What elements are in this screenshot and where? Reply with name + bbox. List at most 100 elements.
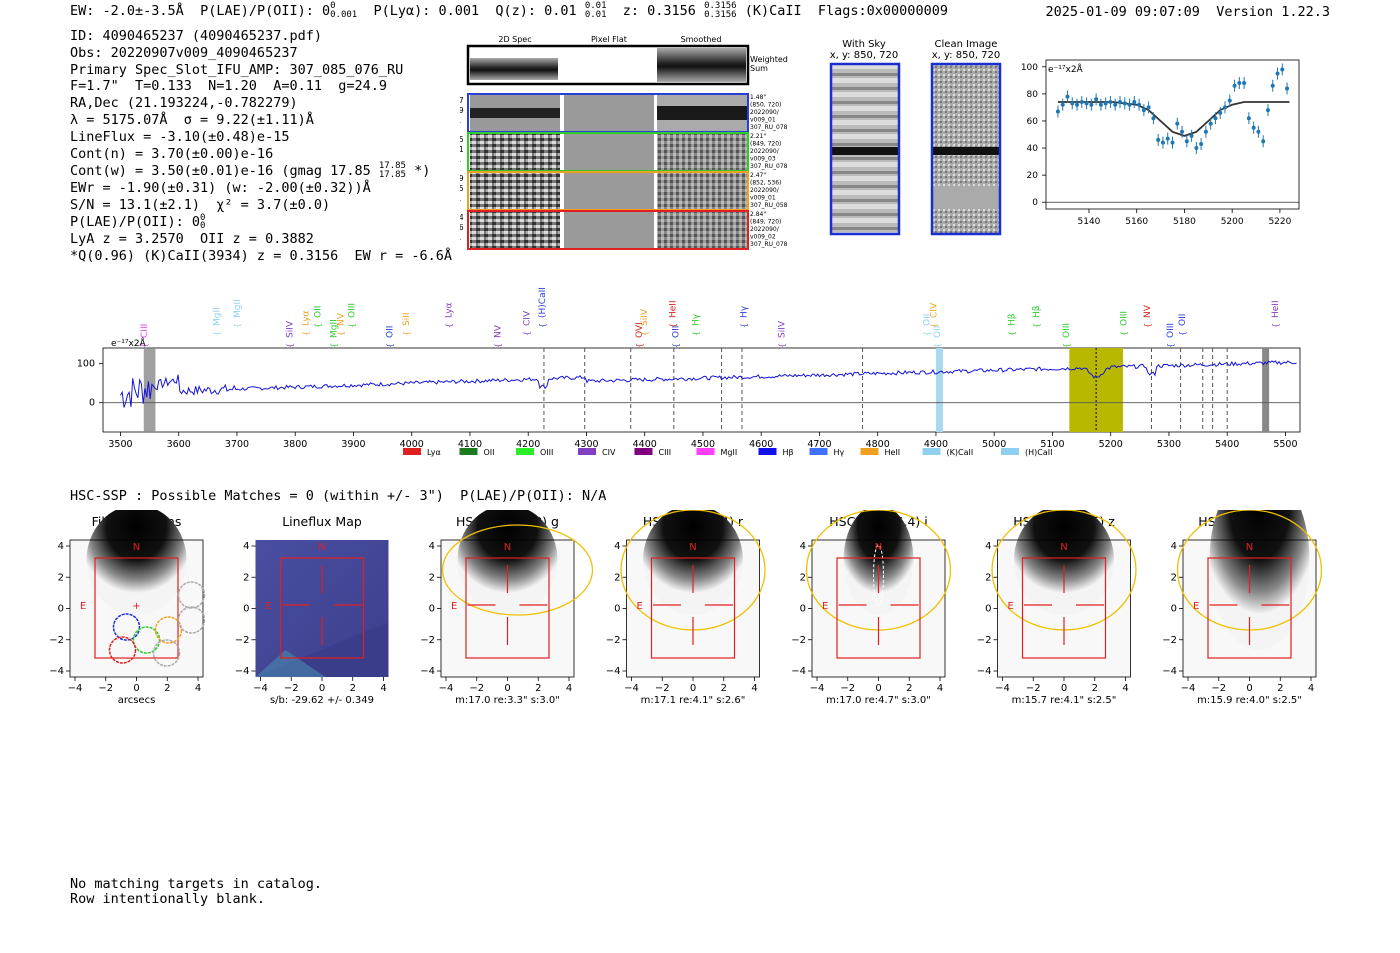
hsc-panel-xlabel: s/b: -29.62 +/- 0.349 <box>270 695 374 706</box>
line-id-label: SiIV { <box>640 308 650 336</box>
line-id-brace: { <box>930 323 939 328</box>
sum-label: Sum <box>750 64 768 73</box>
cutout-right-label: 307_RU_078 <box>750 241 788 248</box>
cutout-2dspec <box>470 211 560 249</box>
line-id-text: OVI <box>635 322 645 338</box>
cutout-smoothed <box>657 133 747 171</box>
cutout-right-label: 1.48" <box>750 94 766 101</box>
line-id-text: HeII <box>1271 300 1281 318</box>
hsc-source-blob <box>457 510 558 615</box>
cutout-right-label: v009_03 <box>750 156 776 163</box>
hsc-panels: Fiber Positions+NE−4−4−2−2002244arcsecsL… <box>50 510 1323 706</box>
with-sky-coord: x, y: 850, 720 <box>830 50 899 61</box>
zoom-data-point <box>1089 102 1094 107</box>
header-line: EW: -2.0±-3.5Å P(LAE)/P(OII): 0 0 0.001 P(… <box>70 2 948 20</box>
hsc-x-tick-label: −4 <box>439 683 454 694</box>
line-id-label: Hβ { <box>1008 313 1018 336</box>
legend-swatch <box>1001 448 1019 455</box>
line-id-brace: { <box>1062 343 1071 348</box>
line-id-text: MgII <box>213 307 223 326</box>
info-sn: S/N = 13.1(±2.1) χ² = 3.7(±0.0) <box>70 197 331 214</box>
hsc-search-box <box>279 557 365 659</box>
zoom-data-point <box>1065 94 1070 99</box>
hsc-fiber-ellipse <box>873 544 884 606</box>
full-x-tick-label: 5300 <box>1157 439 1181 450</box>
hsc-y-tick-label: −4 <box>420 666 435 677</box>
line-id-label: CIII { <box>140 324 150 348</box>
cutout-2dspec <box>470 133 560 171</box>
cutout-right-label: (849, 720) <box>750 219 781 226</box>
line-id-text: NV <box>1143 304 1153 318</box>
cutout-left-label: 2.16 <box>460 223 464 232</box>
line-id-text: NV <box>493 324 503 338</box>
line-id-label: OIII { <box>348 303 358 328</box>
hsc-x-tick-label: −2 <box>840 683 855 694</box>
line-id-brace: { <box>1032 323 1041 328</box>
full-x-tick-label: 4900 <box>924 439 948 450</box>
legend-item: (K)CaII <box>922 448 973 457</box>
cutout-left-label: 0.15 <box>460 135 464 144</box>
line-id-label: MgII { <box>233 299 243 328</box>
legend-item: Hβ <box>758 448 794 457</box>
lineflux-map-feature <box>255 650 326 677</box>
hsc-north-label: N <box>318 542 325 553</box>
zoom-data-point <box>1165 136 1170 141</box>
hsc-north-label: N <box>689 542 696 553</box>
hsc-y-tick-label: −2 <box>977 635 992 646</box>
hsc-panel-xlabel: m:15.9 re:4.0" s:2.5" <box>1197 695 1302 706</box>
line-id-text: Lyα <box>302 310 312 326</box>
info-radec: RA,Dec (21.193224,-0.782279) <box>70 95 298 112</box>
info-lya: LyA z = 3.2570 OII z = 0.3882 <box>70 230 314 247</box>
fiber-circle <box>108 636 137 664</box>
zoom-x-tick-label: 5140 <box>1078 217 1101 227</box>
legend-item: OII <box>459 448 495 457</box>
full-x-tick-label: 3900 <box>341 439 365 450</box>
cutout-smoothed-band <box>657 106 747 120</box>
hsc-x-tick-label: −4 <box>253 683 268 694</box>
hsc-east-label: E <box>80 601 86 612</box>
line-id-text: OII <box>672 326 682 338</box>
legend-item: CIV <box>578 448 616 457</box>
hsc-panel-xlabel: m:17.0 re:3.3" s:3.0" <box>455 695 560 706</box>
cutout-left-label: 391 <box>460 194 462 203</box>
line-id-text: SiII <box>402 312 412 326</box>
line-id-brace: { <box>302 331 311 336</box>
line-id-brace: { <box>1271 323 1280 328</box>
line-id-label: NV { <box>337 312 347 336</box>
full-x-tick-label: 5400 <box>1215 439 1239 450</box>
line-id-label: NV { <box>493 324 503 348</box>
hsc-y-tick-label: −4 <box>977 666 992 677</box>
cutout-left-label: 371 <box>460 233 462 242</box>
legend-swatch <box>860 448 879 455</box>
hsc-x-tick-label: −2 <box>284 683 299 694</box>
hsc-x-tick-label: −2 <box>1211 683 1226 694</box>
line-id-brace: { <box>923 331 932 336</box>
zoom-data-point <box>1170 140 1175 145</box>
line-id-text: (H)CaII <box>538 287 548 318</box>
zoom-y-tick-label: 20 <box>1027 171 1039 181</box>
hsc-y-tick-label: 4 <box>1171 541 1177 552</box>
hsc-x-tick-label: 2 <box>906 683 912 694</box>
with-sky-image <box>829 62 901 236</box>
zoom-data-point <box>1108 99 1113 104</box>
info-id: ID: 4090465237 (4090465237.pdf) <box>70 28 322 44</box>
legend-label: OIII <box>540 448 553 457</box>
line-id-label: OIII { <box>1062 323 1072 348</box>
zoom-data-point <box>1223 105 1228 110</box>
full-spectrum-chart: CIII{MgII{MgII{SiIV{Lyα{OII{MgII{NV{OIII… <box>77 287 1301 457</box>
hsc-x-tick-label: 0 <box>504 683 510 694</box>
zoom-data-point <box>1180 129 1185 134</box>
version: Version 1.22.3 <box>1216 4 1330 20</box>
zoom-data-point <box>1203 129 1208 134</box>
line-id-text: OIII <box>1120 311 1130 326</box>
sky-panels: With Sky x, y: 850, 720 Clean Image x, y… <box>829 39 1002 236</box>
hsc-x-tick-label: 2 <box>535 683 541 694</box>
zoom-data-point <box>1098 102 1103 107</box>
line-id-label: OII { <box>923 314 933 336</box>
line-id-brace: { <box>1120 331 1129 336</box>
